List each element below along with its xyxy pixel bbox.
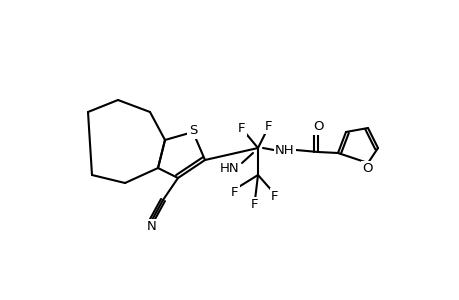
Text: F: F xyxy=(251,199,258,212)
Text: O: O xyxy=(313,121,324,134)
Text: N: N xyxy=(147,220,157,233)
Text: O: O xyxy=(362,163,372,176)
Text: F: F xyxy=(271,190,278,202)
Text: S: S xyxy=(188,124,197,137)
Text: F: F xyxy=(238,122,245,134)
Text: NH: NH xyxy=(274,143,294,157)
Text: HN: HN xyxy=(220,161,239,175)
Text: F: F xyxy=(265,119,272,133)
Text: F: F xyxy=(231,185,238,199)
